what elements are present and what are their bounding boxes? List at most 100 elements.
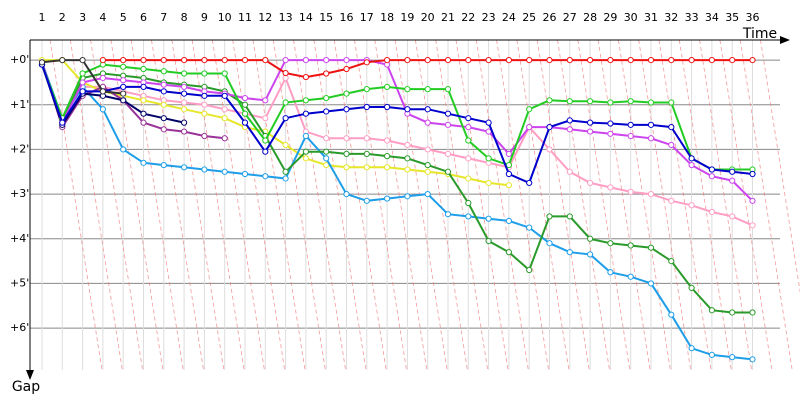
data-point [627, 273, 634, 280]
data-point [526, 124, 533, 131]
data-point [282, 168, 289, 175]
data-point [424, 57, 431, 64]
time-guide [719, 39, 773, 371]
data-point [99, 88, 107, 95]
data-point [181, 83, 188, 91]
data-point [120, 57, 127, 64]
data-point [241, 101, 249, 108]
data-point [302, 148, 309, 155]
data-point [749, 197, 756, 204]
data-point [140, 159, 147, 166]
data-point [546, 124, 553, 131]
time-guide [333, 39, 387, 371]
data-point [647, 135, 655, 142]
data-point [526, 179, 533, 187]
data-point [729, 168, 736, 175]
data-point [160, 115, 167, 122]
time-guide [618, 39, 671, 371]
data-point [444, 121, 452, 128]
data-point [343, 106, 350, 113]
series-line [41, 64, 753, 314]
data-point [221, 135, 228, 142]
data-point [140, 110, 147, 117]
time-guide [516, 39, 570, 371]
data-point [201, 57, 208, 64]
data-point [363, 164, 370, 171]
data-point [282, 99, 289, 106]
data-point [465, 175, 472, 182]
data-point [120, 63, 127, 70]
data-point [221, 70, 228, 77]
data-point [505, 150, 512, 157]
data-point [668, 258, 675, 265]
x-tick-label: 21 [441, 11, 455, 24]
data-point [587, 98, 594, 105]
x-tick-label: 12 [258, 11, 272, 24]
series-line [41, 63, 753, 171]
data-point [262, 57, 269, 64]
time-guide [760, 39, 800, 294]
data-point [607, 57, 614, 64]
data-point [526, 224, 533, 231]
y-tick-label: +4' [10, 232, 29, 245]
data-point [729, 57, 736, 64]
data-point [424, 119, 431, 126]
data-point [729, 309, 736, 316]
x-tick-label: 15 [319, 11, 333, 24]
data-point [181, 99, 188, 106]
data-point [120, 77, 127, 84]
data-point [302, 155, 309, 162]
data-point [99, 57, 107, 64]
data-point [465, 57, 472, 64]
data-point [627, 57, 634, 64]
data-point [181, 119, 188, 126]
data-point [444, 86, 452, 93]
data-point [546, 146, 553, 153]
time-guide [557, 39, 610, 371]
data-point [282, 141, 289, 149]
data-point [363, 86, 370, 93]
data-point [647, 57, 655, 64]
data-point [444, 57, 452, 64]
data-point [59, 57, 66, 64]
data-point [566, 98, 573, 105]
data-point [485, 237, 492, 245]
data-point [241, 57, 249, 64]
series-line [41, 59, 754, 202]
data-point [384, 57, 391, 64]
data-point [647, 121, 655, 128]
data-point [729, 177, 736, 184]
data-point [241, 94, 249, 102]
y-tick-label: +6' [10, 321, 29, 334]
x-tick-label: 1 [39, 11, 46, 24]
data-point [221, 115, 228, 122]
y-tick-label: +0' [10, 53, 29, 66]
data-point [343, 65, 350, 73]
data-point [343, 135, 350, 142]
data-point [79, 79, 86, 86]
data-point [323, 94, 330, 102]
data-point [566, 249, 573, 256]
data-point [668, 311, 675, 318]
series-line [41, 62, 225, 140]
data-point [607, 240, 614, 247]
data-point [160, 101, 167, 108]
data-point [546, 57, 553, 64]
data-point [627, 242, 634, 249]
x-tick-label: 20 [421, 11, 435, 24]
y-tick-label: +3' [10, 187, 29, 200]
data-point [749, 170, 756, 178]
data-point [607, 130, 614, 137]
data-point [181, 106, 188, 113]
data-point [221, 168, 228, 175]
data-point [444, 110, 452, 117]
data-point [546, 213, 553, 220]
x-tick-label: 13 [279, 11, 293, 24]
data-point [140, 65, 147, 73]
data-point [384, 195, 391, 202]
data-point [160, 57, 167, 64]
x-tick-label: 8 [181, 11, 188, 24]
x-axis-arrow [780, 36, 790, 44]
data-point [424, 161, 431, 169]
